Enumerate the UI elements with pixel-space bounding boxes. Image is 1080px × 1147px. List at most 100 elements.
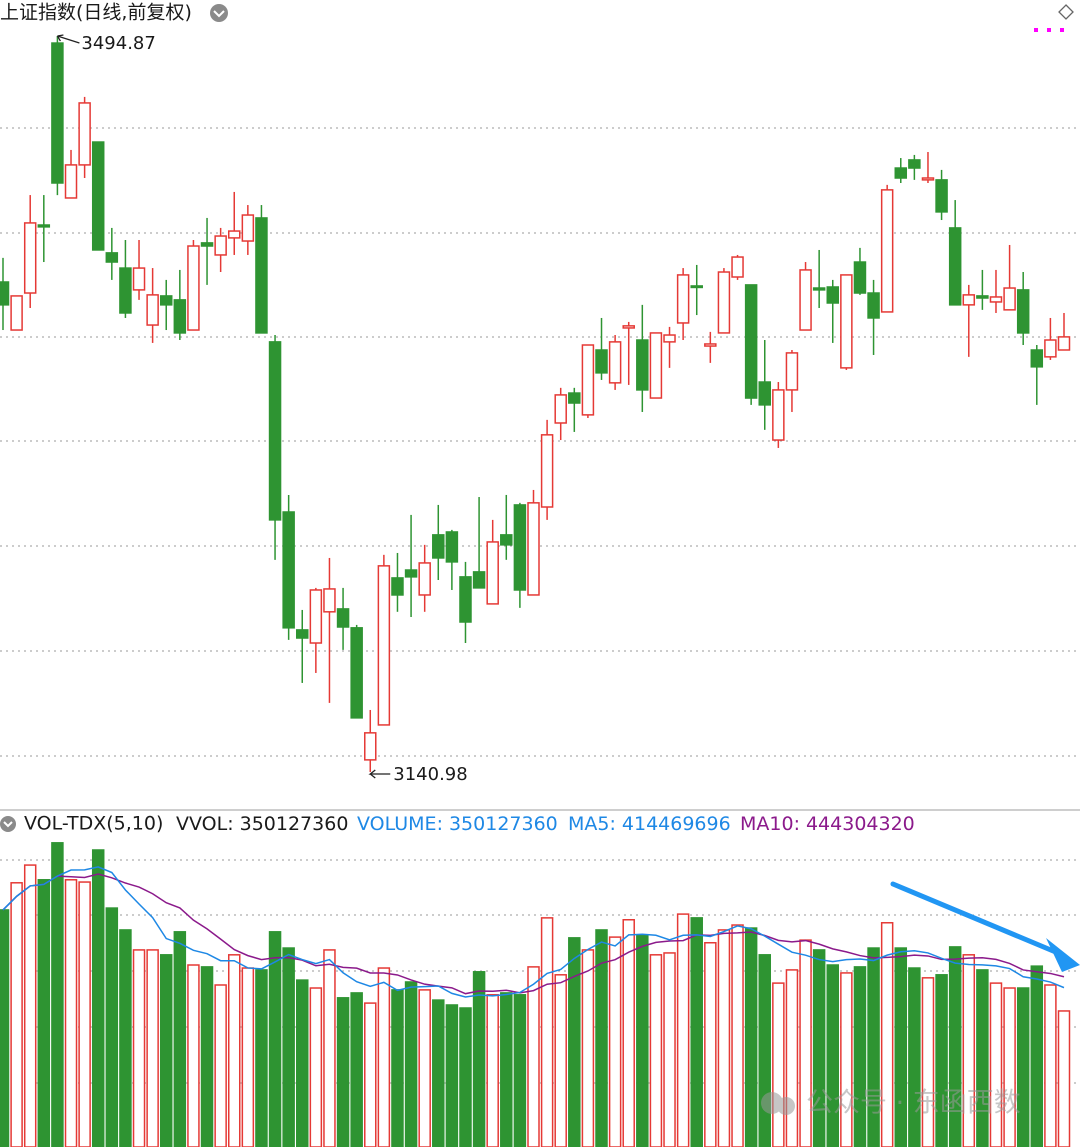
candle-body <box>948 227 962 306</box>
candle-body <box>608 341 622 384</box>
candle-body <box>568 392 581 404</box>
volume-bar <box>486 994 499 1147</box>
volume-bar <box>608 936 622 1147</box>
volume-bar <box>554 974 567 1147</box>
settings-icons[interactable] <box>1034 4 1074 32</box>
volume-bar <box>309 987 323 1147</box>
volume-bar <box>200 966 214 1147</box>
volume-bar <box>663 952 676 1147</box>
volume-dropdown[interactable] <box>0 816 16 832</box>
volume-bar <box>513 994 527 1147</box>
candle-body <box>812 287 826 291</box>
price-panel: 3494.87 3140.98 <box>0 33 1071 785</box>
volume-bar <box>391 989 404 1147</box>
volume-bar <box>989 982 1003 1147</box>
candle-body <box>214 235 227 256</box>
volume-bar <box>649 954 663 1147</box>
candle-body <box>10 295 23 331</box>
volume-bar <box>880 922 894 1147</box>
volume-bar <box>459 1007 472 1147</box>
indicator-value: 414469696 <box>622 813 731 835</box>
volume-bar <box>744 927 758 1147</box>
volume-bar <box>1044 984 1057 1147</box>
candle-body <box>23 222 37 294</box>
watermark-text: 公众号 · 东函西数 <box>806 1088 1021 1119</box>
indicator-label: MA5: <box>568 813 616 835</box>
volume-bar <box>91 849 105 1147</box>
candle-body <box>432 534 445 559</box>
volume-bar <box>636 934 649 1147</box>
candle-body <box>731 256 744 278</box>
candle-body <box>459 576 472 623</box>
candle-body <box>0 281 10 306</box>
candle-body <box>976 295 989 299</box>
candle-body <box>908 159 921 169</box>
candle-body <box>268 341 282 521</box>
candle-body <box>377 565 391 726</box>
candle-body <box>309 589 323 644</box>
volume-bar <box>23 864 37 1147</box>
candle-body <box>554 394 567 424</box>
title-dropdown[interactable] <box>210 4 228 22</box>
volume-bar <box>214 984 227 1147</box>
volume-bar <box>418 989 431 1147</box>
candle-body <box>78 102 91 166</box>
volume-bar <box>568 937 581 1147</box>
candle-body <box>323 588 336 613</box>
volume-bar <box>1003 987 1016 1147</box>
candle-body <box>799 269 812 331</box>
volume-bar <box>1057 1010 1071 1147</box>
candle-body <box>513 504 527 591</box>
volume-bar <box>377 967 391 1147</box>
candle-body <box>472 571 486 589</box>
volume-bar <box>1030 965 1044 1147</box>
volume-bar <box>758 954 771 1147</box>
volume-bar <box>10 882 23 1147</box>
volume-bar <box>1016 987 1030 1147</box>
volume-bar <box>731 924 744 1147</box>
candle-body <box>336 608 350 628</box>
volume-bar <box>500 992 513 1147</box>
candle-body <box>227 230 241 239</box>
candle-body <box>649 332 663 399</box>
candle-body <box>744 284 758 399</box>
candle-body <box>758 381 771 406</box>
indicator-label: MA10: <box>740 813 800 835</box>
candle-body <box>676 274 690 324</box>
candle-body <box>921 177 935 181</box>
volume-bar <box>772 982 785 1147</box>
volume-bar <box>622 919 635 1147</box>
high-label: 3494.87 <box>81 33 155 54</box>
candle-body <box>1044 339 1057 358</box>
candle-body <box>51 42 64 184</box>
candle-body <box>826 286 840 304</box>
volume-bar <box>105 907 119 1147</box>
volume-bar <box>255 969 268 1147</box>
volume-bar <box>296 979 309 1147</box>
candle-body <box>622 325 635 329</box>
indicator: VVOL: 350127360 <box>176 813 348 835</box>
volume-bar <box>336 997 350 1147</box>
volume-bar <box>37 879 51 1147</box>
volume-bar <box>676 913 690 1147</box>
volume-bar <box>445 1004 459 1147</box>
candle-body <box>445 531 459 563</box>
candle-body <box>663 334 676 343</box>
candle-body <box>935 179 948 213</box>
indicator: VOLUME: 350127360 <box>357 813 558 835</box>
candle-body <box>636 339 649 391</box>
indicator-label: VOLUME: <box>357 813 443 835</box>
candle-body <box>241 214 255 242</box>
candle-body <box>1030 349 1044 368</box>
candle-body <box>867 292 880 319</box>
volume-bar <box>51 842 64 1147</box>
volume-bar <box>364 1002 377 1147</box>
candle-body <box>1057 336 1071 351</box>
candle-body <box>146 294 159 326</box>
indicator-legend: VVOL: 350127360 VOLUME: 350127360 MA5: 414469… <box>176 813 915 835</box>
volume-bar <box>146 949 159 1147</box>
volume-bar <box>119 929 132 1147</box>
volume-bar <box>78 881 91 1147</box>
candle-body <box>91 141 105 251</box>
